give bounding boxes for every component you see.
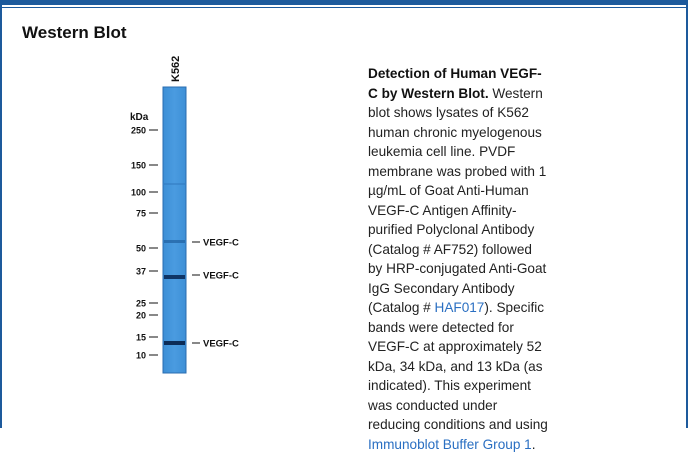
- link[interactable]: Immunoblot Buffer Group 1: [368, 437, 532, 452]
- marker-label: 15: [136, 333, 146, 343]
- caption-text: .: [532, 437, 536, 452]
- marker-label: 20: [136, 311, 146, 321]
- divider: [0, 7, 688, 8]
- band-label: VEGF-C: [203, 238, 239, 249]
- page: {"section": {"title": "Western Blot"}, "…: [0, 0, 688, 428]
- marker-label: 50: [136, 244, 146, 254]
- lane-label: K562: [170, 56, 182, 82]
- link[interactable]: HAF017: [435, 300, 485, 315]
- band-label: VEGF-C: [203, 339, 239, 350]
- unit-label: kDa: [130, 112, 149, 123]
- caption: Detection of Human VEGF-C by Western Blo…: [368, 64, 550, 454]
- faint-band: [164, 183, 185, 185]
- western-blot-figure: K562 kDa 250 150 100 75 50 37 25 20 15 10 VEGF-C V…: [100, 50, 280, 380]
- marker-label: 37: [136, 267, 146, 277]
- marker-label: 75: [136, 209, 146, 219]
- marker-label: 100: [131, 188, 146, 198]
- band: [164, 275, 185, 279]
- blot-lane: [163, 87, 186, 373]
- marker-label: 10: [136, 351, 146, 361]
- marker-label: 25: [136, 299, 146, 309]
- section-title: Western Blot: [22, 23, 127, 43]
- band: [164, 341, 185, 345]
- band-label: VEGF-C: [203, 271, 239, 282]
- caption-text: Western blot shows lysates of K562 human…: [368, 86, 546, 316]
- marker-label: 150: [131, 161, 146, 171]
- marker-label: 250: [131, 126, 146, 136]
- band: [164, 240, 185, 243]
- caption-text: ). Specific bands were detected for VEGF…: [368, 300, 548, 432]
